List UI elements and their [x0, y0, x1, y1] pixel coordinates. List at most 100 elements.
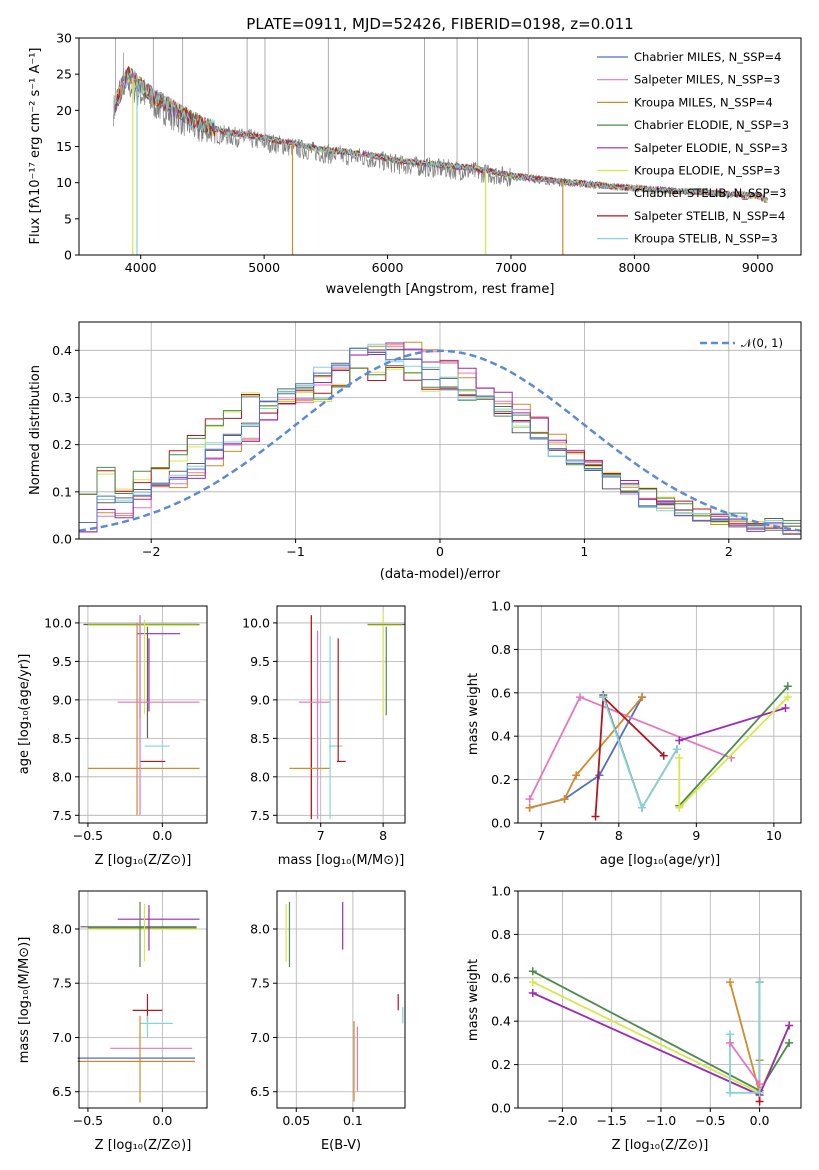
x-tick-label: −2: [142, 544, 160, 559]
weight-line: [729, 1042, 761, 1085]
residuals-y-label: Normed distribution: [28, 365, 43, 495]
weight-marker: [785, 1038, 794, 1047]
y-tick-label: 0.6: [491, 685, 511, 700]
normal-curve-legend-label: 𝒩(0, 1): [741, 336, 783, 350]
weight-marker: [726, 1038, 735, 1047]
x-tick-label: −1: [286, 544, 304, 559]
y-tick-label: 7.5: [250, 808, 270, 823]
y-tick-label: 0.8: [491, 927, 511, 942]
y-tick-label: 7.0: [250, 1030, 270, 1045]
weight-marker: [525, 795, 534, 804]
y-tick-label: 15: [56, 139, 72, 154]
y-tick-label: 1.0: [491, 599, 511, 614]
weight-vs-z-panel: −2.0 −1.5 −1.0 −0.5 0.0 0.0 0.2 0.4 0.6 0.8 1.0 Z …: [466, 884, 802, 1153]
age-vs-z-panel: −0.5 0.0 7.5 8.0 8.5 9.0 9.5 10.0 Z [log₁₀(Z/Z⊙…: [17, 605, 208, 868]
y-tick-label: 8.0: [250, 769, 270, 784]
weight-line: [679, 707, 786, 742]
weight-vs-age-y-label: mass weight: [466, 673, 481, 755]
y-tick-label: 0.4: [491, 729, 511, 744]
weight-marker: [755, 1097, 764, 1106]
y-tick-label: 6.5: [250, 1084, 270, 1099]
y-tick-label: 10.0: [44, 615, 72, 630]
y-tick-label: 0.2: [491, 772, 511, 787]
weight-marker: [576, 693, 585, 702]
y-tick-label: 0.0: [52, 532, 72, 547]
weight-marker: [783, 682, 792, 691]
x-tick-label: 9000: [742, 260, 774, 275]
x-tick-label: 5000: [248, 260, 280, 275]
x-tick-label: 0.0: [750, 1113, 770, 1128]
y-tick-label: 0.0: [491, 816, 511, 831]
age-vs-mass-axes-frame: [276, 605, 406, 824]
x-tick-label: 0.1: [343, 1113, 363, 1128]
mass-vs-z-y-label: mass [log₁₀(M/M⊙)]: [17, 937, 32, 1064]
y-tick-label: 9.0: [250, 692, 270, 707]
legend-label: Kroupa STELIB, N_SSP=3: [634, 232, 778, 246]
y-tick-label: 0.2: [491, 1057, 511, 1072]
y-tick-label: 20: [56, 103, 72, 118]
weight-marker: [638, 803, 647, 812]
normal-curve: [78, 349, 802, 532]
y-tick-label: 0.6: [491, 970, 511, 985]
x-tick-label: 8000: [618, 260, 650, 275]
weight-line: [529, 696, 643, 809]
y-tick-label: 8.0: [250, 921, 270, 936]
mass-vs-ebv-panel: 0.05 0.1 6.5 7.0 7.5 8.0 E(B-V): [250, 890, 406, 1153]
x-tick-label: 7: [317, 828, 325, 843]
x-tick-label: −0.5: [73, 1113, 103, 1128]
weight-vs-z-axes-frame: [517, 890, 802, 1109]
weight-marker: [726, 1030, 735, 1039]
weight-vs-age-axes-frame: [517, 605, 802, 824]
weight-vs-age-x-label: age [log₁₀(age/yr)]: [600, 853, 721, 868]
x-tick-label: 0.0: [152, 1113, 172, 1128]
y-tick-label: 10.0: [242, 615, 270, 630]
weight-marker: [528, 967, 537, 976]
spectrum-legend: Chabrier MILES, N_SSP=4 Salpeter MILES, N…: [597, 50, 789, 246]
weight-marker: [528, 978, 537, 987]
weight-marker: [595, 771, 604, 780]
weight-marker: [675, 753, 684, 762]
weight-marker: [726, 978, 735, 987]
y-tick-label: 0.4: [52, 343, 72, 358]
weight-marker: [783, 693, 792, 702]
y-tick-label: 0.3: [52, 390, 72, 405]
model-spectrum-line: [113, 69, 768, 202]
weight-line: [602, 694, 678, 810]
weight-marker: [675, 736, 684, 745]
y-tick-label: 7.5: [52, 808, 72, 823]
x-tick-label: 0: [436, 544, 444, 559]
weight-line: [528, 695, 732, 800]
mass-vs-ebv-x-label: E(B-V): [321, 1138, 361, 1153]
weight-marker: [599, 693, 608, 702]
weight-line: [729, 982, 761, 1094]
y-tick-label: 10: [56, 175, 72, 190]
mass-vs-z-panel: −0.5 0.0 6.5 7.0 7.5 8.0 Z [log₁₀(Z/Z⊙)] mass…: [17, 890, 208, 1153]
weight-marker: [755, 1088, 764, 1097]
y-tick-label: 0.8: [491, 642, 511, 657]
x-tick-label: 2: [725, 544, 733, 559]
weight-marker: [572, 771, 581, 780]
weight-marker: [726, 1088, 735, 1097]
spectrum-panel: 4000 5000 6000 7000 8000 9000 0 5 10 15 20 25 30 wav…: [28, 31, 802, 297]
weight-marker: [528, 988, 537, 997]
weight-line: [594, 695, 665, 817]
weight-vs-age-panel: 7 8 9 10 0.0 0.2 0.4 0.6 0.8 1.0 age [log₁₀(age/y…: [466, 599, 802, 868]
x-tick-label: 9: [692, 828, 700, 843]
residuals-panel: −2 −1 0 1 2 0.0 0.1 0.2 0.3 0.4 (data-model)/erro…: [28, 321, 802, 582]
y-tick-label: 8.0: [52, 769, 72, 784]
weight-vs-z-x-label: Z [log₁₀(Z/Z⊙)]: [612, 1138, 709, 1153]
y-tick-label: 30: [56, 31, 72, 46]
y-tick-label: 0.1: [52, 484, 72, 499]
age-vs-mass-x-label: mass [log₁₀(M/M⊙)]: [278, 853, 405, 868]
x-tick-label: 7: [537, 828, 545, 843]
y-tick-label: 5: [64, 211, 72, 226]
y-tick-label: 8.0: [52, 921, 72, 936]
weight-vs-z-y-label: mass weight: [466, 959, 481, 1041]
x-tick-label: −1.5: [596, 1113, 626, 1128]
legend-label: Salpeter STELIB, N_SSP=4: [634, 209, 785, 223]
mass-vs-ebv-axes-frame: [276, 890, 406, 1109]
y-tick-label: 7.0: [52, 1030, 72, 1045]
x-tick-label: −1.0: [646, 1113, 676, 1128]
residuals-legend: 𝒩(0, 1): [700, 336, 783, 350]
